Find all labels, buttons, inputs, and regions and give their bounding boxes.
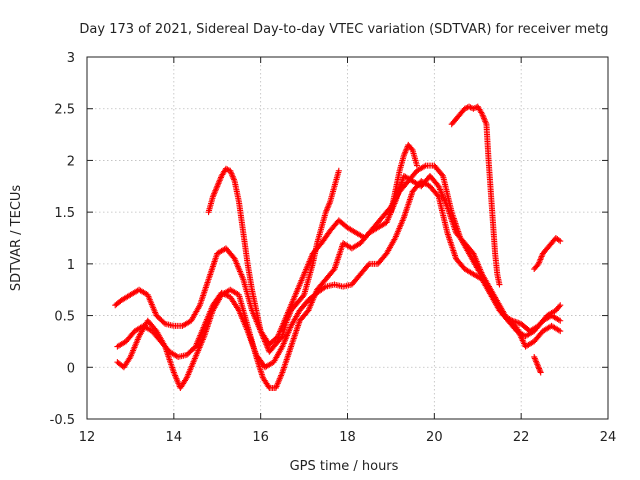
series-track-g (531, 235, 564, 273)
y-tick-label: 0.5 (54, 310, 75, 325)
series-track-f (448, 103, 503, 288)
plus-marker (466, 103, 473, 110)
y-axis-label: SDTVAR / TECUs (9, 185, 24, 292)
plus-marker (421, 163, 428, 170)
y-tick-label: 1.5 (54, 206, 75, 221)
series-track-a (112, 162, 564, 348)
series-track-d (205, 165, 342, 355)
data-markers (112, 103, 564, 391)
plus-marker (556, 303, 563, 310)
plus-marker (470, 105, 477, 112)
y-tick-label: -0.5 (50, 413, 75, 428)
plus-marker (408, 145, 415, 152)
x-tick-label: 24 (600, 430, 617, 445)
plus-marker (496, 281, 503, 288)
x-tick-label: 16 (252, 430, 269, 445)
plus-marker (413, 162, 420, 169)
series-track-c (114, 172, 564, 391)
y-tick-labels: -0.5 0 0.5 1 1.5 2 2.5 3 (50, 51, 75, 428)
plus-marker (557, 328, 564, 335)
y-tick-label: 3 (67, 51, 75, 66)
plus-marker (365, 262, 372, 269)
x-tick-label: 20 (426, 430, 443, 445)
plus-marker (222, 165, 229, 172)
plus-marker (278, 334, 285, 341)
x-tick-label: 22 (513, 430, 530, 445)
plus-marker (557, 317, 564, 324)
y-tick-label: 1 (67, 258, 75, 273)
x-tick-labels: 12 14 16 18 20 22 24 (79, 430, 617, 445)
y-tick-label: 2 (67, 154, 75, 169)
grid-lines (87, 57, 608, 419)
x-axis-label: GPS time / hours (290, 459, 399, 474)
x-tick-label: 18 (339, 430, 356, 445)
plus-marker (537, 369, 544, 376)
plus-marker (299, 293, 306, 300)
series-track-e (387, 141, 420, 216)
y-tick-label: 0 (67, 361, 75, 376)
x-tick-label: 12 (79, 430, 96, 445)
plus-marker (438, 171, 445, 178)
plus-marker (557, 302, 564, 309)
plus-marker (461, 105, 468, 112)
plus-marker (557, 238, 564, 245)
chart-title: Day 173 of 2021, Sidereal Day-to-day VTE… (79, 22, 608, 37)
plus-marker (555, 237, 562, 244)
plus-marker (555, 316, 562, 323)
x-tick-label: 14 (166, 430, 183, 445)
axis-ticks (86, 56, 609, 420)
series-track-h (531, 353, 544, 376)
plus-marker (434, 192, 441, 199)
plus-marker (463, 105, 470, 112)
plus-marker (321, 284, 328, 291)
plus-marker (555, 327, 562, 334)
plus-marker (467, 104, 474, 111)
y-tick-label: 2.5 (54, 103, 75, 118)
plus-marker (335, 167, 342, 174)
plus-marker (224, 166, 231, 173)
